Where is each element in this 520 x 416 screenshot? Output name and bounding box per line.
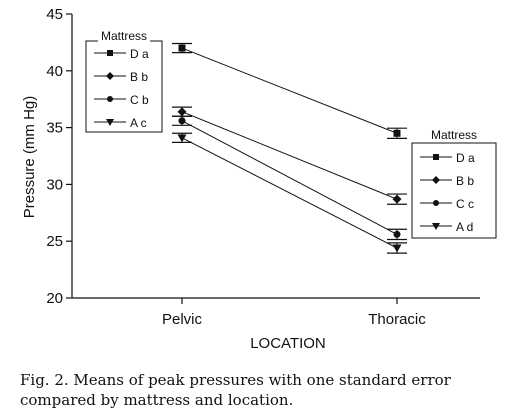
y-tick-label: 40 [46,63,63,80]
data-point [393,230,401,238]
legend-left-frame [85,40,163,133]
y-axis-label: Pressure (mm Hg) [21,96,38,219]
figure-caption: Fig. 2. Means of peak pressures with one… [20,371,451,409]
y-tick-label: 35 [46,120,63,137]
legend-left-swatch-marker [106,72,114,80]
legend-left-entry: C b [130,93,149,107]
legend-left-entry: D a [130,47,149,61]
series-line [181,47,398,134]
data-point [393,129,401,137]
legend-right-frame [411,142,497,239]
legend-left-entry: B b [130,70,148,84]
x-axis-label: LOCATION [250,335,326,352]
series-d [172,42,407,139]
legend-right-entry: A d [456,220,473,234]
y-tick-label: 25 [46,233,63,250]
series-a [172,132,407,254]
x-tick-label: Pelvic [162,311,203,328]
legend-left-swatch-marker [107,50,113,56]
series-b [172,106,407,205]
data-point [392,244,402,253]
legend-right-swatch-marker [432,176,440,184]
legend-left-title-bg [97,29,151,43]
legend-right-swatch-marker [433,154,439,160]
y-tick-label: 20 [46,290,63,307]
legend-right: Mattress D a B b C c A d [411,128,497,239]
legend-left-swatch-marker [107,96,113,102]
series-layer [172,42,407,254]
legend-right-title-bg [427,128,481,142]
x-tick-label: Thoracic [368,311,426,328]
legend-right-title: Mattress [431,128,477,142]
legend-right-entry: C c [456,197,474,211]
legend-left-title: Mattress [101,29,147,43]
legend-right-swatch-marker [432,223,440,230]
y-tick-label: 45 [46,6,63,23]
data-point [177,107,187,117]
y-tick-label: 30 [46,176,63,193]
chart-area: 20 25 30 35 40 45 Pelvic Thoracic Mattress D a B … [21,6,497,352]
axes: 20 25 30 35 40 45 Pelvic Thoracic [46,6,480,328]
legend-right-swatch-marker [433,200,439,206]
legend-right-entry: D a [456,151,475,165]
data-point [392,194,402,204]
series-c [172,115,407,241]
series-line [181,137,398,249]
legend-right-entry: B b [456,174,474,188]
data-point [177,134,187,143]
legend-left: Mattress D a B b C b A c [85,29,163,133]
data-point [178,117,186,125]
data-point [178,44,186,52]
legend-left-swatch-marker [106,119,114,126]
series-line [181,111,398,200]
legend-left-entry: A c [130,116,147,130]
series-line [181,120,398,235]
